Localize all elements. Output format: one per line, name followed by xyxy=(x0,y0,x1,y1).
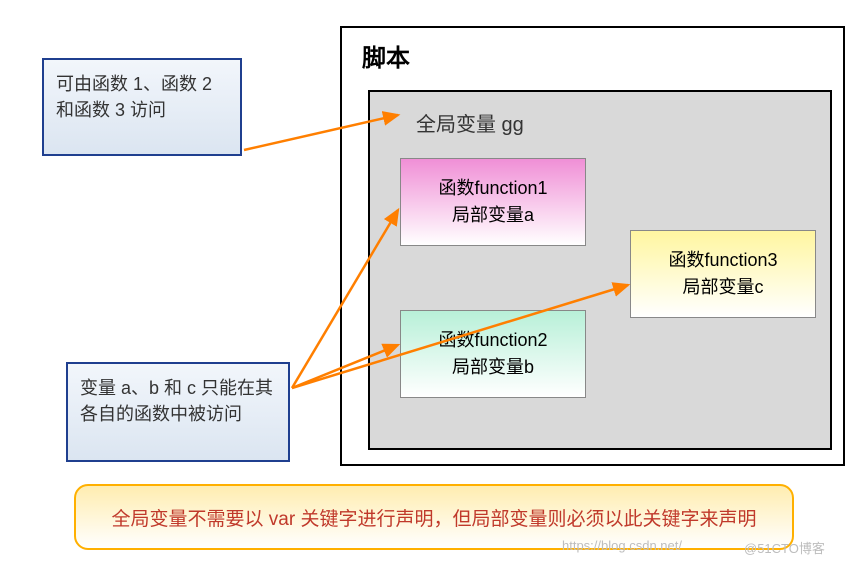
function-box-3: 函数function3 局部变量c xyxy=(630,230,816,318)
local-var: 局部变量c xyxy=(683,274,764,301)
explain-box-local: 变量 a、b 和 c 只能在其各自的函数中被访问 xyxy=(66,362,290,462)
func-name: 函数function2 xyxy=(438,327,547,354)
function-box-1: 函数function1 局部变量a xyxy=(400,158,586,246)
func-name: 函数function3 xyxy=(668,247,777,274)
explain-box-global: 可由函数 1、函数 2 和函数 3 访问 xyxy=(42,58,242,156)
text: 全局变量不需要以 var 关键字进行声明，但局部变量则必须以此关键字来声明 xyxy=(112,504,757,531)
script-title: 脚本 xyxy=(362,38,410,73)
watermark-51cto: @51CTO博客 xyxy=(744,538,825,557)
watermark-csdn: https://blog.csdn.net/ xyxy=(562,538,682,553)
func-name: 函数function1 xyxy=(438,175,547,202)
local-var: 局部变量a xyxy=(452,202,534,229)
text: 变量 a、b 和 c 只能在其各自的函数中被访问 xyxy=(80,378,273,424)
bottom-note-box: 全局变量不需要以 var 关键字进行声明，但局部变量则必须以此关键字来声明 xyxy=(74,484,794,550)
local-var: 局部变量b xyxy=(452,354,534,381)
text: 可由函数 1、函数 2 和函数 3 访问 xyxy=(56,74,212,120)
function-box-2: 函数function2 局部变量b xyxy=(400,310,586,398)
global-var-label: 全局变量 gg xyxy=(416,108,524,137)
